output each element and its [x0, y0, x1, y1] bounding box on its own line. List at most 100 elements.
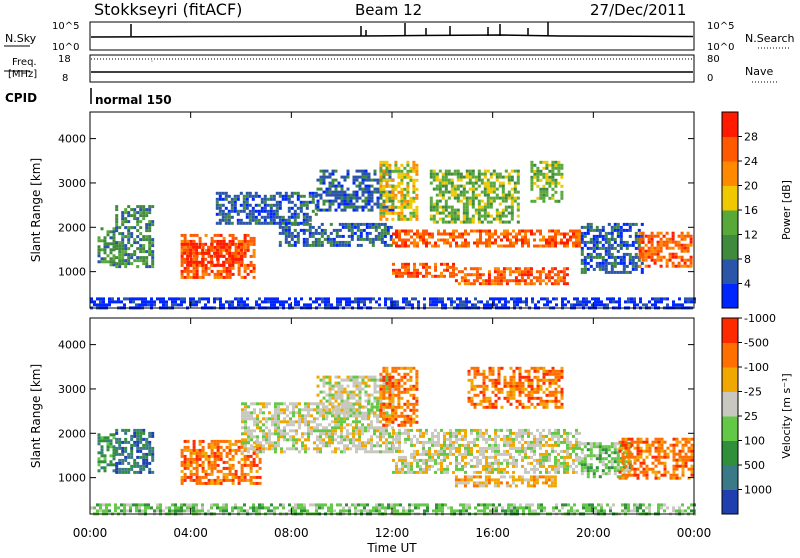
- vel-cell: [419, 435, 422, 438]
- power-cell: [404, 272, 407, 275]
- power-cell: [403, 218, 406, 221]
- power-cell: [378, 232, 381, 235]
- power-colorbar-label: 20: [744, 180, 758, 193]
- vel-cell: [569, 444, 572, 447]
- power-cell: [404, 263, 407, 266]
- power-cell: [479, 236, 482, 239]
- vel-cell: [367, 402, 370, 405]
- vel-cell: [277, 411, 280, 414]
- power-cell: [484, 176, 487, 179]
- power-cell: [476, 273, 479, 276]
- vel-cell: [391, 441, 394, 444]
- power-cell: [648, 253, 651, 256]
- vel-cell: [407, 462, 410, 465]
- power-cell: [270, 210, 273, 213]
- vel-cell: [136, 450, 139, 453]
- vel-cell: [329, 382, 332, 385]
- power-cell: [198, 252, 201, 255]
- power-cell: [231, 216, 234, 219]
- power-cell: [479, 282, 482, 285]
- power-cell: [347, 203, 350, 206]
- power-cell: [502, 209, 505, 212]
- power-cell: [496, 173, 499, 176]
- vel-cell: [563, 429, 566, 432]
- power-cell: [273, 198, 276, 201]
- power-cell: [139, 208, 142, 211]
- vel-cell: [139, 435, 142, 438]
- vel-cell: [268, 429, 271, 432]
- power-cell: [391, 179, 394, 182]
- vel-cell: [440, 429, 443, 432]
- power-cell: [412, 182, 415, 185]
- power-cell: [681, 238, 684, 241]
- power-cell: [454, 218, 457, 221]
- power-cell: [142, 214, 145, 217]
- power-cell: [309, 201, 312, 204]
- power-cell: [413, 245, 416, 248]
- power-cell: [294, 297, 297, 300]
- vel-cell: [325, 417, 328, 420]
- power-cell: [582, 300, 585, 303]
- power-cell: [98, 254, 101, 257]
- vel-cell: [422, 441, 425, 444]
- power-cell: [430, 182, 433, 185]
- power-cell: [383, 176, 386, 179]
- power-cell: [430, 176, 433, 179]
- power-cell: [442, 206, 445, 209]
- power-cell: [403, 215, 406, 218]
- power-cell: [428, 233, 431, 236]
- vel-cell: [452, 435, 455, 438]
- power-cell: [515, 276, 518, 279]
- vel-cell: [98, 469, 101, 472]
- power-cell: [297, 238, 300, 241]
- power-cell: [684, 297, 687, 300]
- power-cell: [110, 236, 113, 239]
- power-cell: [195, 243, 198, 246]
- vel-cell: [238, 476, 241, 479]
- power-cell: [244, 237, 247, 240]
- power-cell: [391, 218, 394, 221]
- vel-cell: [335, 409, 338, 412]
- power-cell: [136, 259, 139, 262]
- power-cell: [315, 244, 318, 247]
- power-cell: [130, 214, 133, 217]
- power-cell: [451, 218, 454, 221]
- vel-cell: [325, 411, 328, 414]
- power-cell: [627, 297, 630, 300]
- power-cell: [317, 194, 320, 197]
- power-cell: [267, 300, 270, 303]
- vel-cell: [217, 470, 220, 473]
- vel-cell: [304, 450, 307, 453]
- vel-cell: [412, 367, 415, 370]
- vel-cell: [244, 464, 247, 467]
- vel-cell: [394, 388, 397, 391]
- power-cell: [623, 241, 626, 244]
- vel-cell: [385, 444, 388, 447]
- vel-cell: [274, 450, 277, 453]
- power-cell: [476, 239, 479, 242]
- vel-cell: [335, 394, 338, 397]
- power-cell: [381, 229, 384, 232]
- vel-cell: [365, 385, 368, 388]
- vel-cell: [331, 426, 334, 429]
- power-cell: [506, 282, 509, 285]
- vel-cell: [205, 470, 208, 473]
- vel-cell: [256, 435, 259, 438]
- power-cell: [204, 297, 207, 300]
- power-cell: [517, 182, 520, 185]
- power-cell: [511, 200, 514, 203]
- vel-cell: [352, 429, 355, 432]
- power-cell: [130, 262, 133, 265]
- power-cell: [469, 218, 472, 221]
- power-cell: [500, 239, 503, 242]
- vel-cell: [328, 435, 331, 438]
- vel-cell: [338, 391, 341, 394]
- power-cell: [672, 232, 675, 235]
- power-cell: [509, 245, 512, 248]
- vel-cell: [256, 441, 259, 444]
- vel-cell: [353, 412, 356, 415]
- power-cell: [225, 195, 228, 198]
- vel-cell: [98, 463, 101, 466]
- power-cell: [240, 243, 243, 246]
- power-cell: [476, 279, 479, 282]
